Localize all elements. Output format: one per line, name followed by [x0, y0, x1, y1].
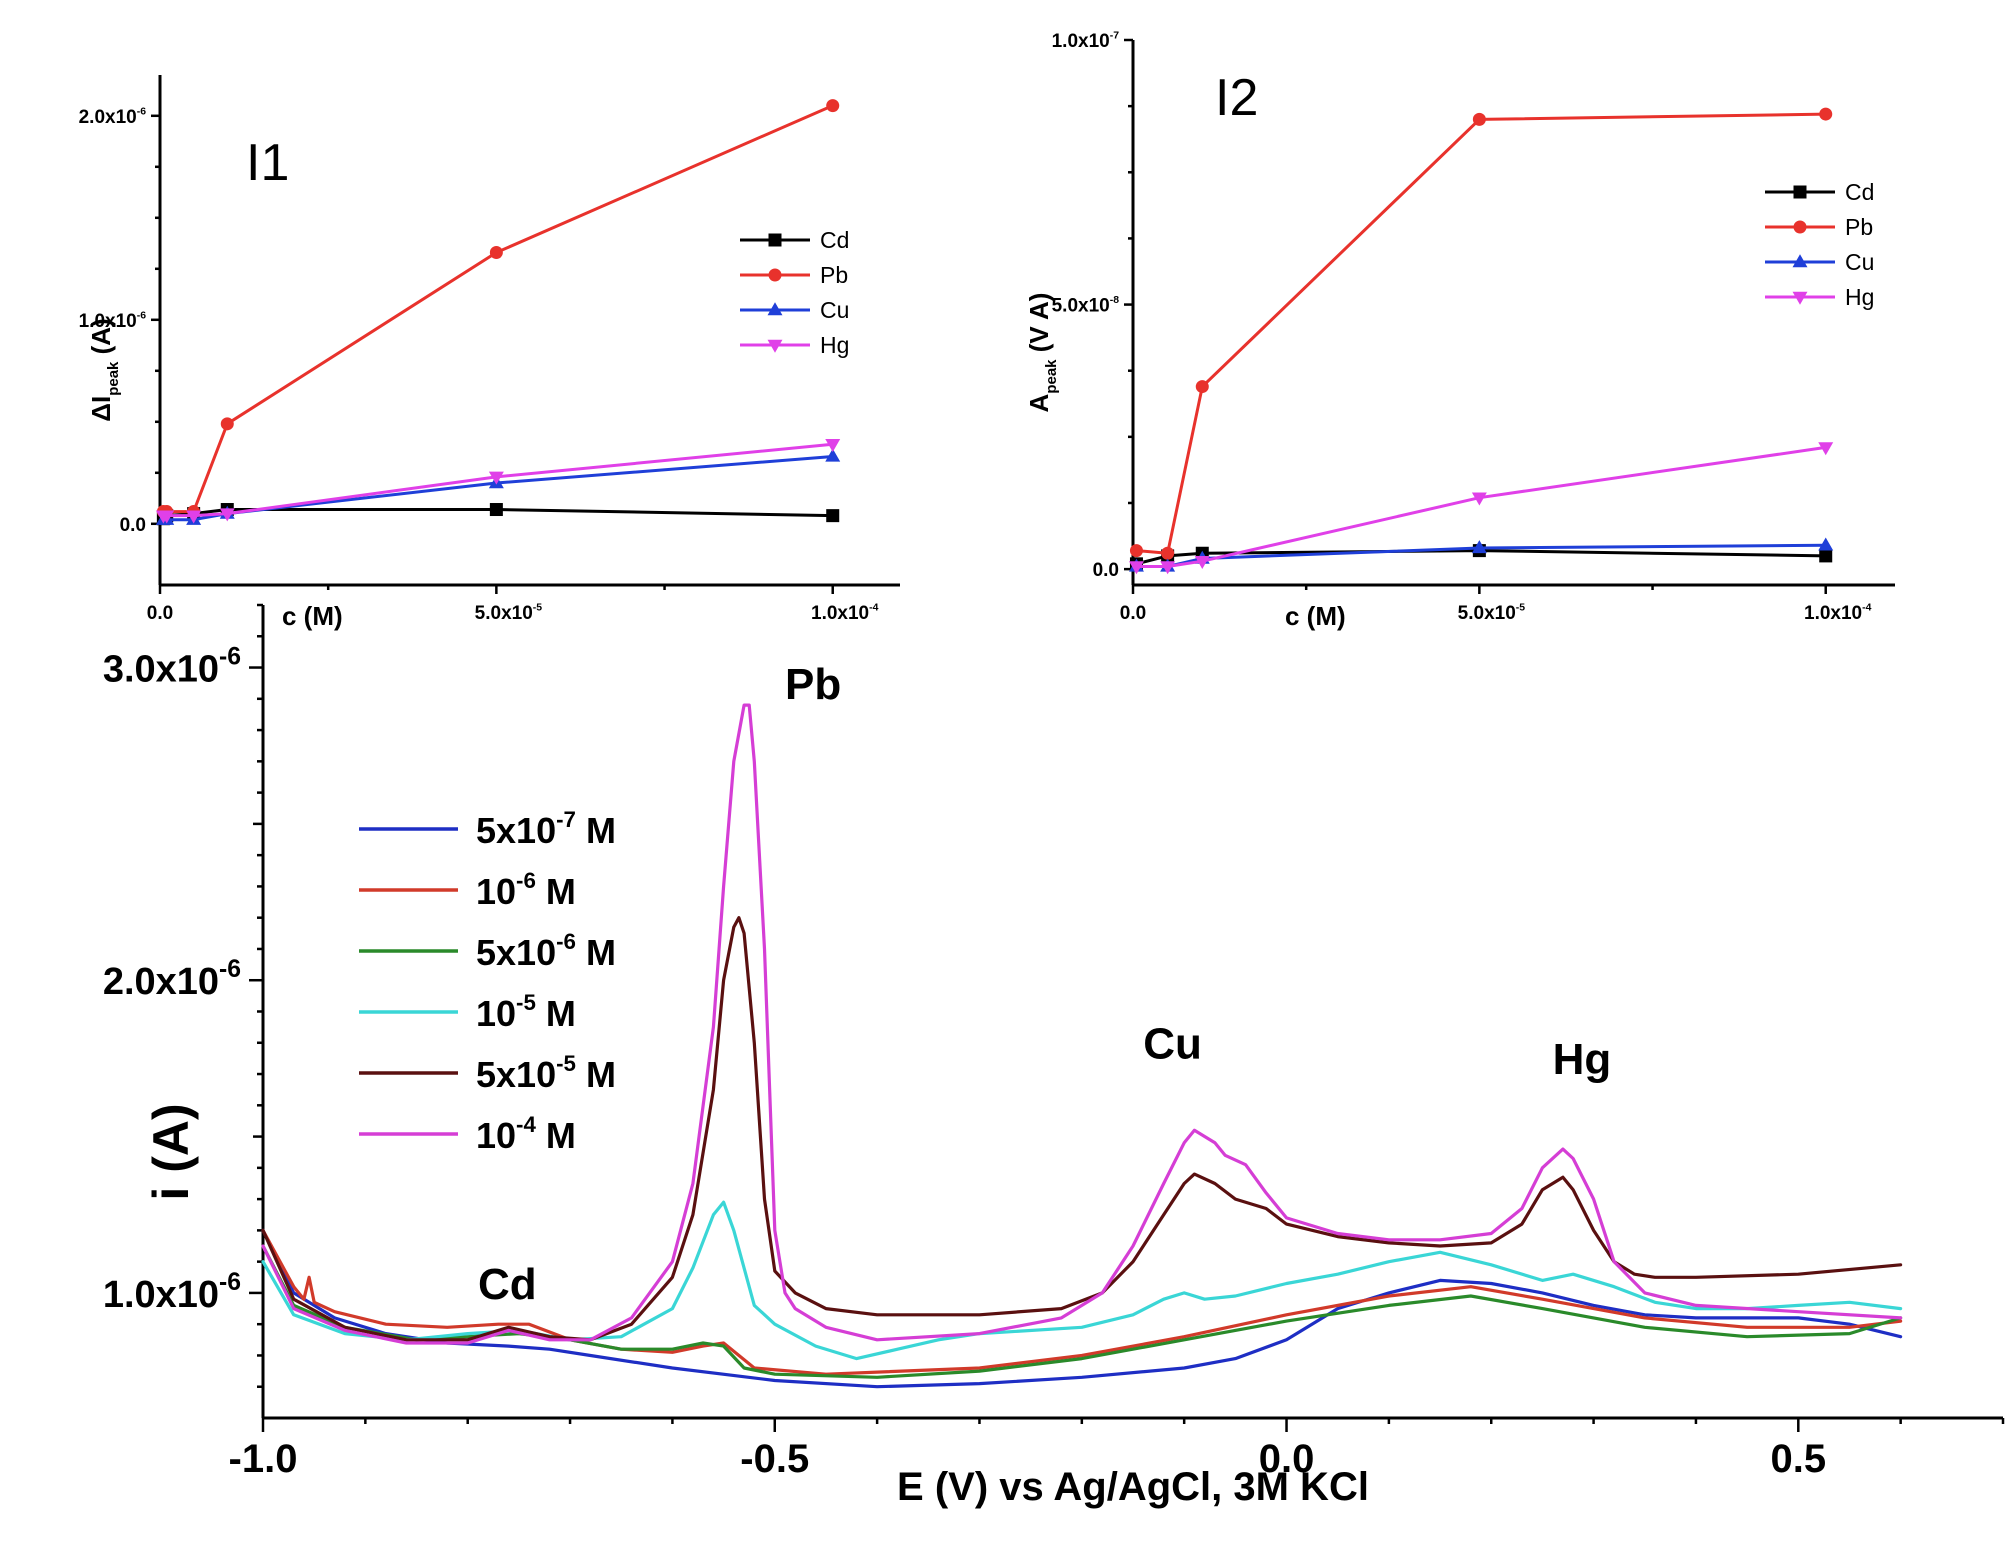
legend-label-cu: Cu — [820, 297, 849, 323]
peak-label-pb: Pb — [785, 660, 841, 709]
y-tick-label: 2.0x10-6 — [79, 106, 147, 128]
y-axis-title: i (A) — [143, 1103, 199, 1200]
legend-label: 10-5 M — [476, 990, 576, 1034]
y-axis-title: ΔIpeak (A) — [86, 318, 122, 421]
marker-triangle-up — [767, 302, 783, 316]
x-axis-title: c (M) — [1285, 601, 1346, 631]
y-tick-label: 0.0 — [1093, 560, 1119, 581]
marker-triangle-down — [1471, 492, 1487, 506]
y-tick-label: 3.0x10-6 — [103, 643, 241, 690]
legend-label-cd: Cd — [820, 227, 849, 253]
peak-label-cd: Cd — [478, 1260, 537, 1309]
marker-circle — [1129, 544, 1143, 558]
panel-i2-peak-area-vs-concentration: 0.0 5.0x10-8 1.0x10-7 0.0 5.0x10-5 1.0x10-4 c … — [1024, 30, 1895, 631]
y-tick-label: 1.0x10-7 — [1052, 30, 1120, 52]
panel-label: I2 — [1215, 69, 1258, 127]
marker-triangle-down — [1160, 561, 1176, 575]
x-tick-label: 0.0 — [1120, 603, 1146, 624]
x-tick-label: 1.0x10-4 — [1804, 602, 1872, 624]
marker-circle — [1819, 107, 1833, 121]
marker-circle — [220, 417, 234, 431]
marker-square — [1819, 549, 1833, 563]
marker-circle — [768, 268, 782, 282]
marker-triangle-down — [488, 471, 504, 485]
x-tick-label: 5.0x10-5 — [475, 602, 543, 624]
panel-label: I1 — [246, 134, 289, 192]
marker-triangle-down — [1818, 442, 1834, 456]
x-tick-label: -1.0 — [229, 1437, 298, 1481]
marker-triangle-up — [825, 448, 841, 462]
x-axis-title: E (V) vs Ag/AgCl, 3M KCl — [897, 1465, 1369, 1509]
marker-triangle-down — [159, 510, 175, 524]
marker-triangle-down — [186, 510, 202, 524]
marker-triangle-up — [1471, 540, 1487, 554]
marker-triangle-down — [219, 508, 235, 522]
x-tick-label: -0.5 — [740, 1437, 809, 1481]
y-tick-label: 0.0 — [120, 515, 146, 536]
marker-circle — [1472, 112, 1486, 126]
legend-label: 10-6 M — [476, 868, 576, 912]
y-tick-label: 2.0x10-6 — [103, 956, 241, 1003]
voltammogram-curve-3 — [261, 1244, 1903, 1379]
legend-label-pb: Pb — [820, 262, 848, 288]
legend-label-hg: Hg — [820, 332, 849, 358]
legend-label: 10-4 M — [476, 1112, 576, 1156]
legend-label-cd: Cd — [1845, 179, 1874, 205]
marker-square — [489, 503, 503, 517]
legend-label: 5x10-6 M — [476, 929, 616, 973]
y-tick-label: 5.0x10-8 — [1052, 295, 1120, 317]
marker-triangle-up — [1792, 254, 1808, 268]
marker-triangle-down — [767, 339, 783, 353]
y-tick-label: 1.0x10-6 — [79, 310, 147, 332]
marker-circle — [1195, 380, 1209, 394]
x-tick-label: 0.0 — [147, 603, 173, 624]
marker-circle — [1161, 546, 1175, 560]
legend-label-pb: Pb — [1845, 214, 1873, 240]
x-tick-label: 5.0x10-5 — [1458, 602, 1526, 624]
voltammogram-curve-6 — [261, 703, 1903, 1345]
marker-circle — [826, 99, 840, 113]
voltammogram-curve-5 — [261, 916, 1903, 1342]
marker-triangle-down — [825, 439, 841, 453]
marker-triangle-up — [1818, 537, 1834, 551]
panel-i1-peak-current-vs-concentration: 0.0 1.0x10-6 2.0x10-6 0.0 5.0x10-5 1.0x10-4 c … — [79, 75, 900, 631]
legend-label-hg: Hg — [1845, 284, 1874, 310]
panel-main-voltammogram: 1.0x10-6 2.0x10-6 3.0x10-6 -1.0 -0.5 0.0 0.5 E … — [103, 603, 2005, 1509]
marker-circle — [489, 245, 503, 259]
peak-label-hg: Hg — [1553, 1035, 1612, 1084]
y-tick-label: 1.0x10-6 — [103, 1269, 241, 1316]
marker-triangle-down — [1194, 555, 1210, 569]
marker-square — [768, 233, 782, 247]
x-tick-label: 0.5 — [1770, 1437, 1826, 1481]
marker-square — [1793, 185, 1807, 199]
peak-label-cu: Cu — [1143, 1019, 1202, 1068]
series-line-pb — [1135, 112, 1828, 555]
marker-triangle-down — [1128, 561, 1144, 575]
x-axis-title: c (M) — [282, 601, 343, 631]
legend-label-cu: Cu — [1845, 249, 1874, 275]
marker-triangle-down — [1792, 291, 1808, 305]
y-axis-title: Apeak (V A) — [1024, 293, 1060, 413]
x-tick-label: 0.0 — [1259, 1437, 1315, 1481]
voltammogram-curve-1 — [261, 1228, 1903, 1389]
marker-square — [826, 509, 840, 523]
legend-label: 5x10-7 M — [476, 807, 616, 851]
legend-label: 5x10-5 M — [476, 1051, 616, 1095]
x-tick-label: 1.0x10-4 — [811, 602, 879, 624]
marker-circle — [1793, 220, 1807, 234]
